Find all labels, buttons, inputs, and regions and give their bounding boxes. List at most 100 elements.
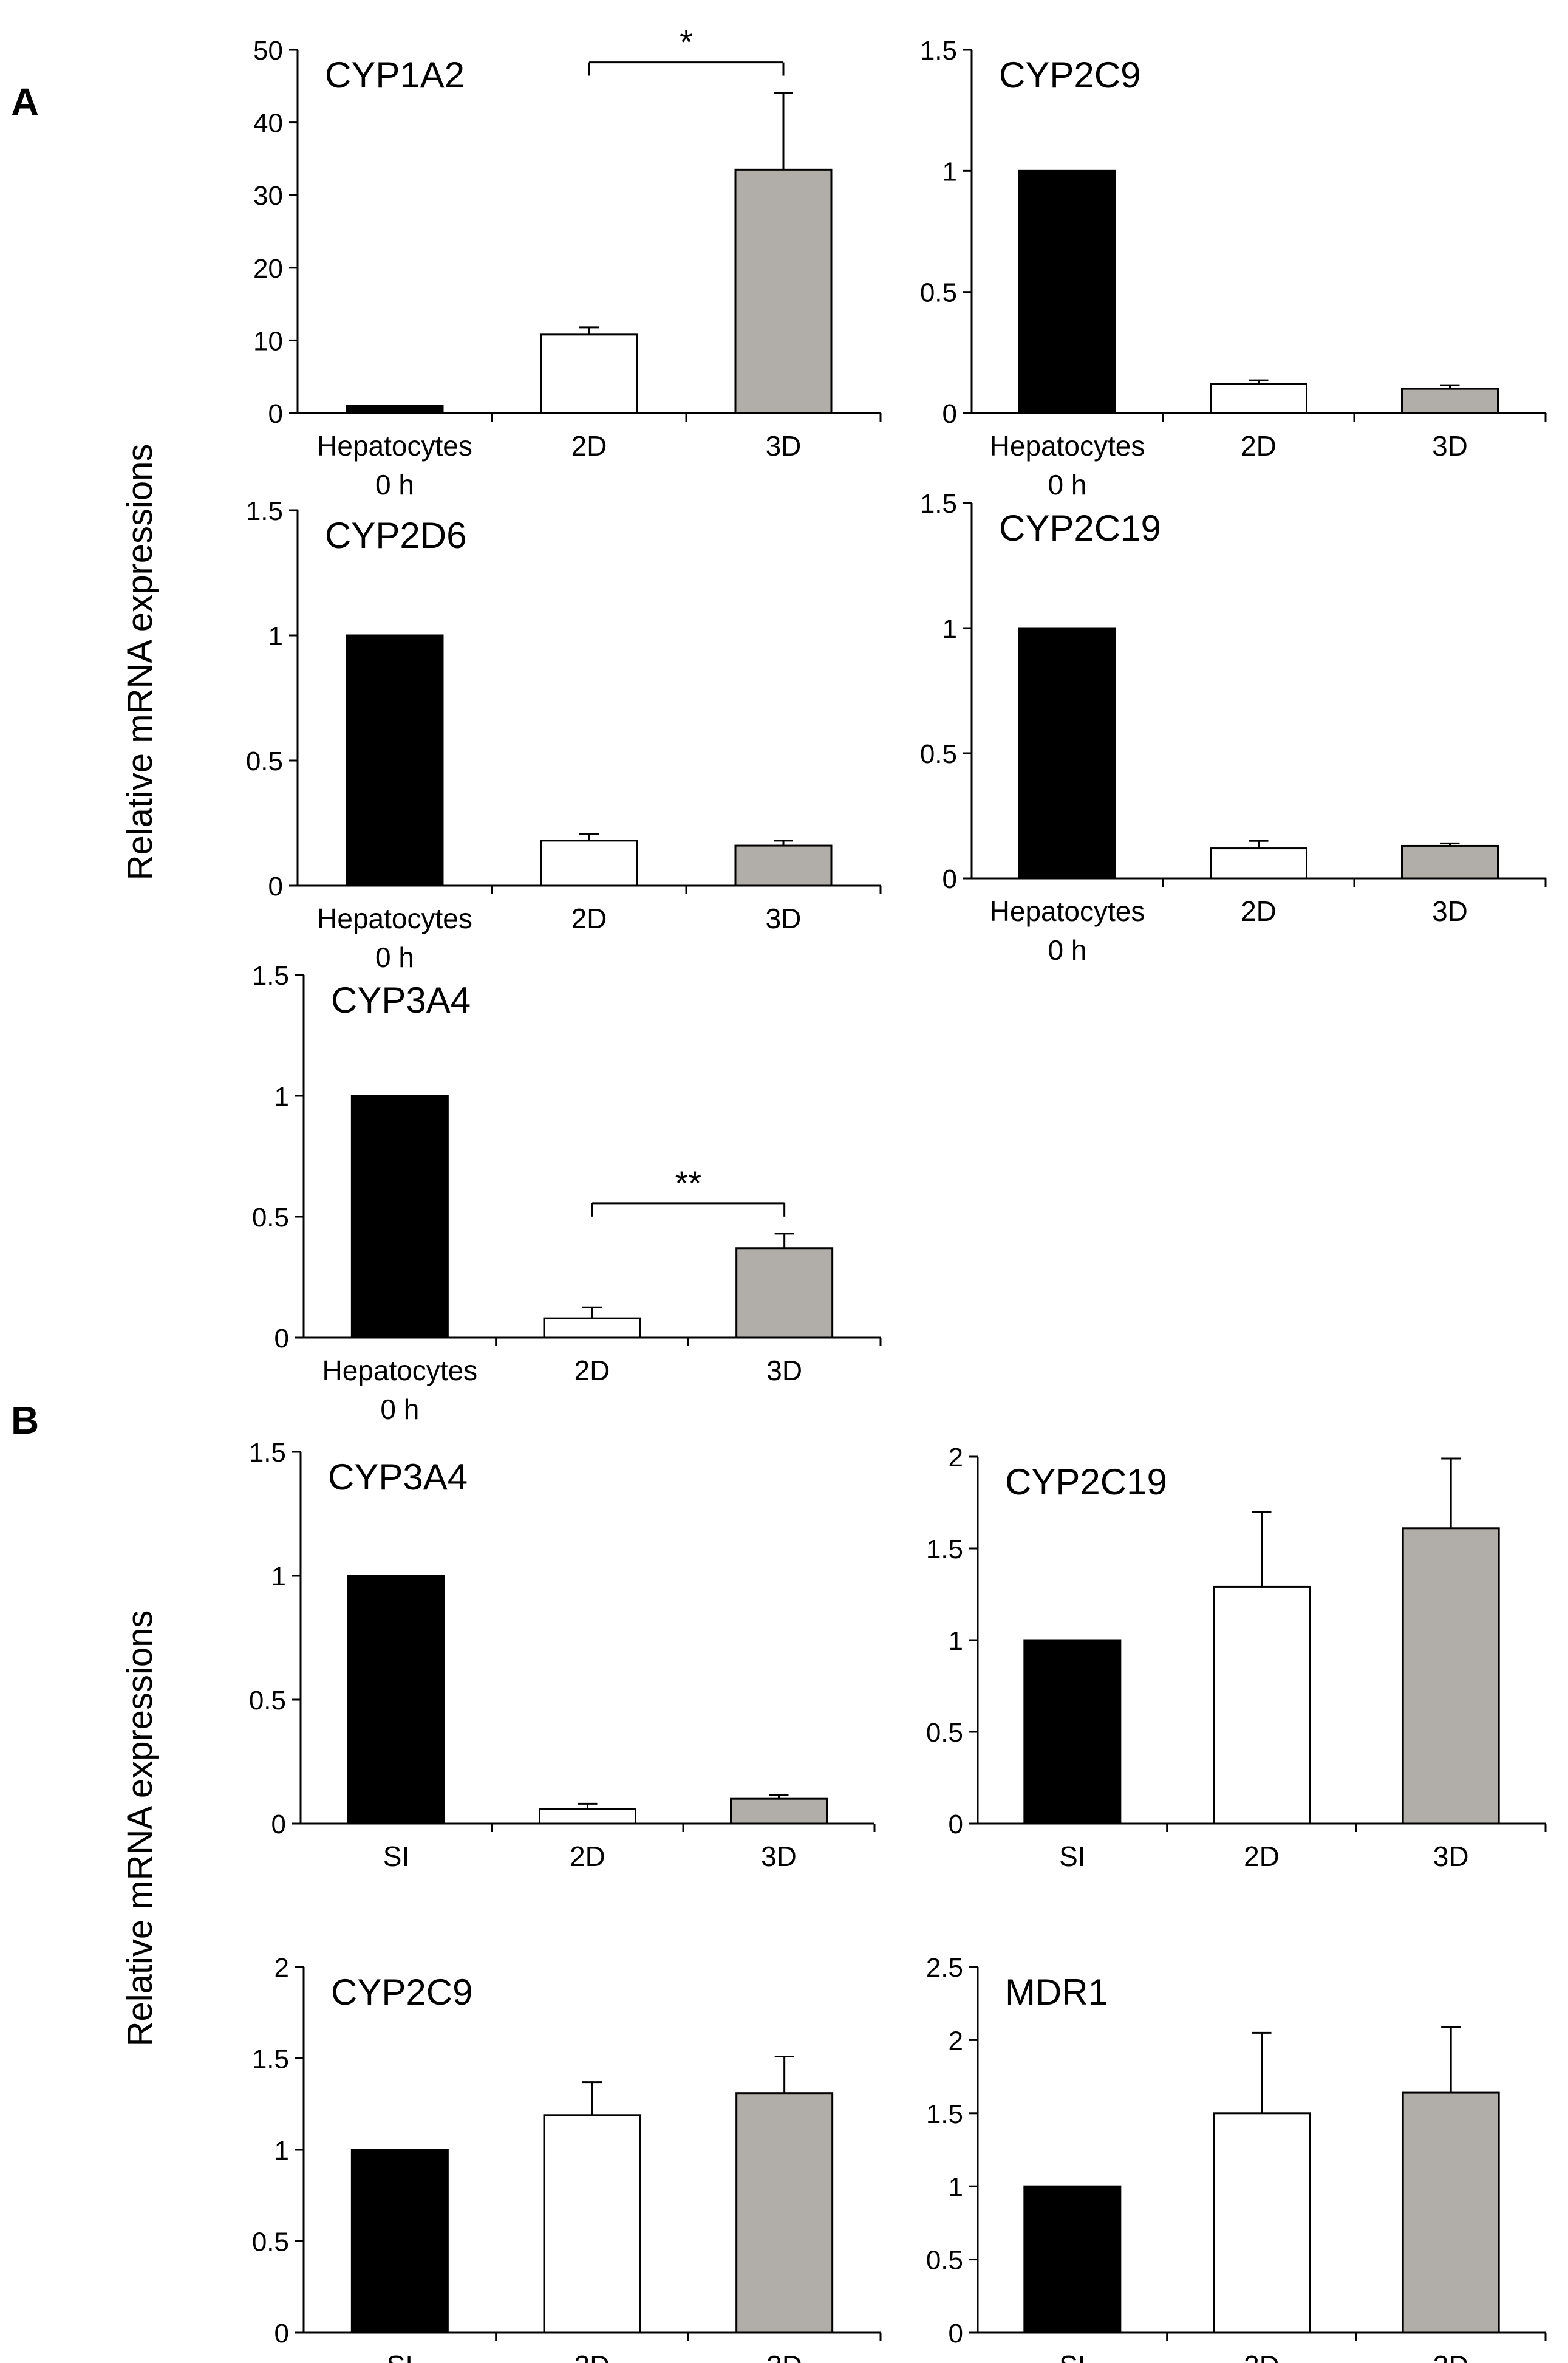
y-tick-label: 1.5 (926, 2099, 963, 2129)
y-tick-label: 1 (949, 2172, 963, 2202)
x-tick-label: 2D (571, 430, 607, 462)
x-tick-label: 2D (574, 2350, 610, 2363)
bar-1 (350, 1095, 449, 1339)
significance-label: ** (675, 1164, 702, 1202)
y-tick-label: 1 (271, 1562, 286, 1592)
bar-2 (1213, 2112, 1311, 2334)
bar-2 (539, 1808, 636, 1825)
x-tick-label: 3D (1433, 2350, 1469, 2363)
bar-3 (734, 168, 833, 414)
x-tick-label: 2D (1244, 1841, 1280, 1872)
x-tick-label: 3D (761, 1841, 797, 1872)
x-tick-label: 3D (1433, 1841, 1469, 1872)
bar-3 (735, 2092, 834, 2334)
y-tick-label: 0 (943, 864, 957, 894)
y-tick-label: 1 (943, 157, 957, 186)
x-tick-label: 0 h (375, 942, 414, 973)
y-tick-label: 20 (253, 254, 283, 284)
x-tick-label: 3D (1432, 895, 1468, 927)
chart-b-cyp2c19: 0 0.5 1 1.5 2 SI 2D 3D CYP2C19 (926, 1443, 1547, 1872)
bar-3 (730, 1797, 828, 1825)
x-tick-label: Hepatocytes (990, 430, 1145, 462)
bar-2 (543, 1317, 641, 1339)
x-tick-label: 0 h (380, 1394, 419, 1425)
chart-a-cyp2d6: 0 0.5 1 1.5 Hepatocytes 0 h 2D 3D CYP2D6 (246, 496, 882, 973)
y-tick-label: 1.5 (252, 961, 289, 991)
bar-2 (540, 840, 638, 887)
y-tick-label: 1 (943, 614, 957, 644)
chart-a-cyp3a4: 0 0.5 1 1.5 Hepatocytes 0 h 2D 3D CYP3A4 ** (252, 961, 882, 1425)
y-tick-label: 0 (949, 1810, 963, 1839)
chart-a-cyp2c9: 0 0.5 1 1.5 Hepatocytes 0 h 2D 3D CYP2C9 (920, 36, 1547, 501)
bar-3 (735, 1247, 834, 1339)
panel-label-a: A (11, 80, 39, 124)
y-tick-label: 0.5 (920, 278, 957, 308)
bar-1 (346, 634, 444, 887)
x-tick-label: SI (1059, 2350, 1085, 2363)
bar-1 (350, 2149, 449, 2334)
y-tick-label: 1 (274, 2136, 289, 2166)
bar-1 (347, 1575, 445, 1825)
x-tick-label: 2D (1241, 430, 1277, 462)
y-tick-label: 0.5 (252, 1203, 289, 1233)
y-tick-label: 1.5 (249, 1438, 286, 1468)
chart-title: CYP1A2 (325, 55, 465, 95)
chart-b-cyp2c9: 0 0.5 1 1.5 2 SI 2D 3D CYP2C9 (252, 1953, 882, 2363)
x-tick-label: Hepatocytes (317, 430, 472, 462)
y-tick-label: 1.5 (920, 489, 957, 519)
y-tick-label: 0.5 (926, 2246, 963, 2276)
y-tick-label: 0 (271, 1810, 286, 1839)
y-tick-label: 1 (949, 1626, 963, 1656)
chart-title: MDR1 (1005, 1972, 1108, 2012)
chart-title: CYP2C9 (331, 1972, 472, 2012)
x-tick-label: 3D (766, 1355, 802, 1386)
bar-2 (543, 2114, 641, 2334)
x-tick-label: 2D (1241, 895, 1277, 927)
x-tick-label: 0 h (1048, 934, 1087, 966)
y-tick-label: 30 (253, 181, 283, 211)
chart-a-cyp2c19: 0 0.5 1 1.5 Hepatocytes 0 h 2D 3D CYP2C19 (920, 489, 1547, 966)
bar-2 (1210, 383, 1307, 414)
y-tick-label: 40 (253, 109, 283, 138)
x-tick-label: 0 h (1048, 469, 1087, 501)
bar-3 (1401, 388, 1499, 414)
y-tick-label: 0.5 (920, 739, 957, 769)
chart-title: CYP3A4 (328, 1457, 468, 1497)
y-tick-label: 0 (949, 2319, 963, 2348)
x-tick-label: 2D (574, 1355, 610, 1386)
y-tick-label: 0.5 (926, 1718, 963, 1748)
chart-title: CYP2C19 (1005, 1462, 1167, 1502)
y-tick-label: 0.5 (246, 747, 283, 776)
y-tick-label: 10 (253, 326, 283, 356)
y-tick-label: 2 (949, 2026, 963, 2056)
y-tick-label: 0.5 (252, 2228, 289, 2257)
y-tick-label: 0 (268, 872, 283, 901)
bar-1 (346, 405, 444, 414)
y-tick-label: 2.5 (926, 1953, 963, 1983)
chart-a-cyp1a2: 0 10 20 30 40 50 Hepatocytes 0 h 2D 3D CYP1A2 * (253, 23, 882, 501)
x-tick-label: 2D (1244, 2350, 1280, 2363)
y-tick-label: 1.5 (252, 2045, 289, 2074)
x-tick-label: 3D (766, 903, 802, 934)
chart-title: CYP2C9 (999, 55, 1140, 95)
y-tick-label: 0 (943, 399, 957, 429)
y-tick-label: 0 (268, 399, 283, 429)
y-tick-label: 1.5 (920, 36, 957, 66)
chart-b-mdr1: 0 0.5 1 1.5 2 2.5 SI 2D 3D MDR1 (926, 1953, 1547, 2363)
x-tick-label: 3D (766, 2350, 802, 2363)
y-axis-label-b: Relative mRNA expressions (120, 1610, 160, 2047)
chart-title: CYP2C19 (999, 508, 1161, 549)
x-tick-label: 3D (766, 430, 802, 462)
y-tick-label: 0.5 (249, 1686, 286, 1715)
bar-3 (1402, 2091, 1500, 2334)
bar-1 (1018, 169, 1116, 414)
bar-1 (1023, 1639, 1122, 1825)
y-tick-label: 2 (274, 1953, 289, 1983)
y-tick-label: 1 (274, 1082, 289, 1112)
bar-3 (734, 844, 833, 887)
bar-1 (1023, 2185, 1122, 2334)
y-tick-label: 1.5 (246, 496, 283, 526)
y-axis-label-a: Relative mRNA expressions (120, 444, 160, 881)
